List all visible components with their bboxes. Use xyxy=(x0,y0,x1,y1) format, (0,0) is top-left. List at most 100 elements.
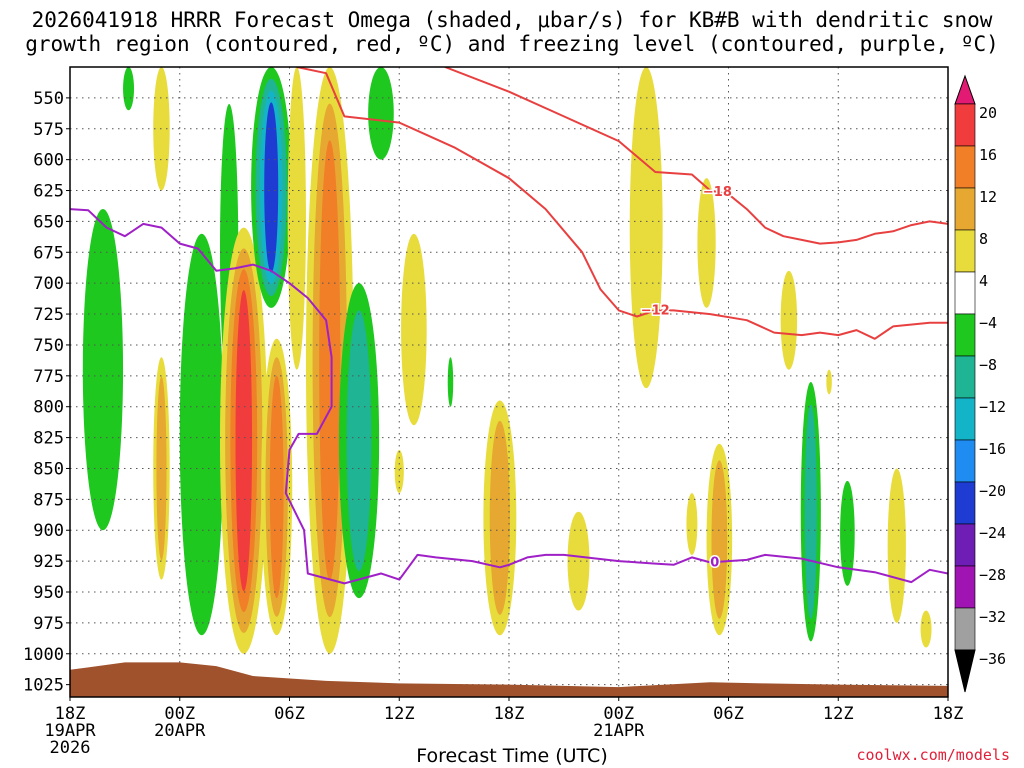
omega-cell xyxy=(447,357,454,407)
colorbar-segment xyxy=(954,145,976,189)
x-tick-label: 18Z xyxy=(55,704,86,724)
y-tick-label: 625 xyxy=(33,182,64,202)
x-tick-label: 18Z xyxy=(933,704,964,724)
colorbar-label: 4 xyxy=(979,272,988,290)
omega-cell xyxy=(629,67,663,389)
colorbar-segment xyxy=(954,607,976,651)
x-axis-label: Forecast Time (UTC) xyxy=(416,745,608,767)
colorbar-segment xyxy=(954,439,976,483)
x-tick-sublabel: 20APR xyxy=(154,721,206,741)
plot-area: −18 −12 0 xyxy=(70,67,948,697)
colorbar-segment xyxy=(954,481,976,525)
contour-line xyxy=(70,208,948,585)
colorbar-label: −12 xyxy=(979,398,1006,416)
omega-cell xyxy=(697,178,716,308)
colorbar-segment xyxy=(954,565,976,609)
contour-line xyxy=(444,67,948,245)
omega-cell xyxy=(368,67,394,160)
colorbar-top-arrow xyxy=(954,74,976,105)
y-tick-label: 825 xyxy=(33,429,64,449)
y-tick-label: 1000 xyxy=(23,645,64,665)
colorbar-label: 16 xyxy=(979,146,997,164)
x-tick-sublabel: 2026 xyxy=(50,738,91,758)
omega-cell xyxy=(269,375,284,599)
omega-cell xyxy=(82,209,124,531)
x-tick-label: 12Z xyxy=(384,704,415,724)
y-tick-label: 750 xyxy=(33,336,64,356)
colorbar-segment xyxy=(954,271,976,315)
y-tick-label: 725 xyxy=(33,305,64,325)
colorbar-label: −24 xyxy=(979,524,1006,542)
colorbar-segment xyxy=(954,103,976,147)
chart-title: 2026041918 HRRR Forecast Omega (shaded, … xyxy=(0,8,1024,56)
y-tick-label: 675 xyxy=(33,243,64,263)
colorbar-label: −32 xyxy=(979,608,1006,626)
x-tick-label: 18Z xyxy=(494,704,525,724)
omega-cell xyxy=(826,369,832,395)
omega-cell xyxy=(711,460,728,619)
y-tick-label: 900 xyxy=(33,521,64,541)
y-tick-label: 700 xyxy=(33,274,64,294)
x-tick-sublabel: 19APR xyxy=(44,721,96,741)
colorbar-label: −28 xyxy=(979,566,1006,584)
colorbar-label: 12 xyxy=(979,188,997,206)
colorbar-label: 20 xyxy=(979,104,997,122)
colorbar-segment xyxy=(954,397,976,441)
omega-cell xyxy=(319,140,341,581)
colorbar-label: 8 xyxy=(979,230,988,248)
colorbar-segment xyxy=(954,355,976,399)
omega-cell xyxy=(264,102,279,273)
contour-line xyxy=(296,67,948,340)
y-tick-label: 650 xyxy=(33,212,64,232)
credit-text: coolwx.com/models xyxy=(856,746,1010,764)
colorbar-label: −36 xyxy=(979,650,1006,668)
x-tick-label: 00Z xyxy=(164,704,195,724)
colorbar-label: −16 xyxy=(979,440,1006,458)
y-tick-label: 1025 xyxy=(23,676,64,696)
x-tick-label: 00Z xyxy=(603,704,634,724)
chart-title-line1: 2026041918 HRRR Forecast Omega (shaded, … xyxy=(31,8,993,32)
colorbar-segment xyxy=(954,229,976,273)
contour-label: −12 xyxy=(641,303,670,318)
contour-label: −18 xyxy=(703,185,732,200)
y-tick-label: 775 xyxy=(33,367,64,387)
x-tick-label: 06Z xyxy=(713,704,744,724)
x-tick-label: 12Z xyxy=(823,704,854,724)
y-tick-label: 575 xyxy=(33,120,64,140)
omega-cell xyxy=(346,310,372,571)
colorbar-segment xyxy=(954,523,976,567)
omega-cell xyxy=(489,420,510,615)
y-tick-label: 800 xyxy=(33,398,64,418)
omega-cell xyxy=(567,511,590,611)
omega-cell xyxy=(780,270,798,370)
contour-label: 0 xyxy=(710,555,719,570)
y-tick-label: 875 xyxy=(33,490,64,510)
y-tick-label: 975 xyxy=(33,614,64,634)
omega-cell xyxy=(179,233,224,636)
y-tick-label: 925 xyxy=(33,552,64,572)
omega-cell xyxy=(920,610,932,648)
chart-title-line2: growth region (contoured, red, ºC) and f… xyxy=(25,32,999,56)
omega-cell xyxy=(123,67,135,111)
omega-cell xyxy=(235,290,253,592)
x-tick-label: 06Z xyxy=(274,704,305,724)
omega-cell xyxy=(840,480,855,586)
omega-cell xyxy=(887,468,906,623)
omega-cell xyxy=(686,493,698,555)
y-tick-label: 600 xyxy=(33,151,64,171)
y-tick-label: 550 xyxy=(33,89,64,109)
omega-cell xyxy=(804,404,818,619)
y-tick-label: 850 xyxy=(33,459,64,479)
terrain-fill xyxy=(70,662,948,697)
omega-cell xyxy=(287,67,306,370)
y-tick-label: 950 xyxy=(33,583,64,603)
colorbar-bottom-arrow xyxy=(954,649,976,693)
colorbar-label: −20 xyxy=(979,482,1006,500)
colorbar-segment xyxy=(954,313,976,357)
x-tick-sublabel: 21APR xyxy=(593,721,645,741)
colorbar-segment xyxy=(954,187,976,231)
colorbar-label: −4 xyxy=(979,314,997,332)
omega-cell xyxy=(401,233,427,426)
omega-cell xyxy=(394,449,404,494)
